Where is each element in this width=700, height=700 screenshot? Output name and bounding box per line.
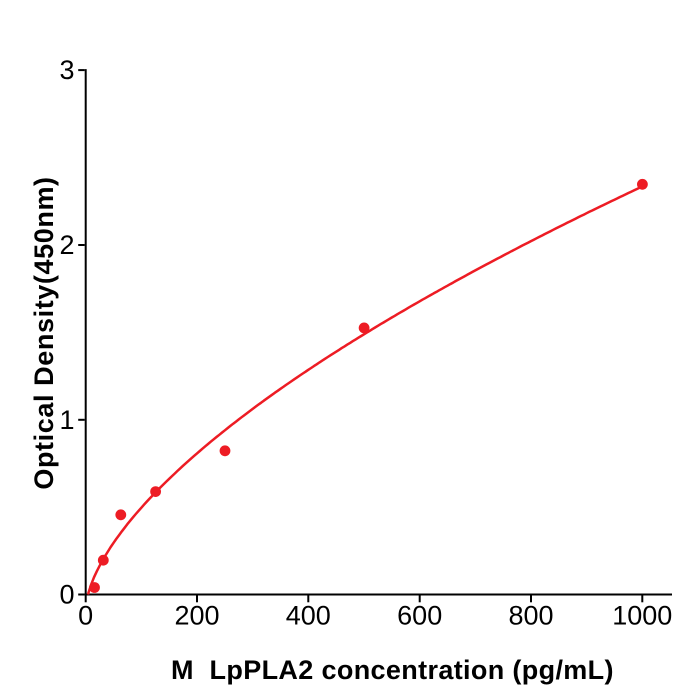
svg-text:400: 400 [286,600,331,630]
svg-text:1000: 1000 [612,600,672,630]
svg-text:3: 3 [59,55,74,85]
svg-text:600: 600 [397,600,442,630]
svg-text:1: 1 [59,405,74,435]
svg-text:M LpPLA2 concentration (pg/mL: M LpPLA2 concentration (pg/mL) [171,655,614,685]
svg-text:0: 0 [78,600,93,630]
svg-text:0: 0 [59,580,74,610]
svg-text:800: 800 [508,600,553,630]
svg-text:200: 200 [174,600,219,630]
svg-text:2: 2 [59,230,74,260]
svg-text:Optical Density(450nm): Optical Density(450nm) [29,176,59,489]
